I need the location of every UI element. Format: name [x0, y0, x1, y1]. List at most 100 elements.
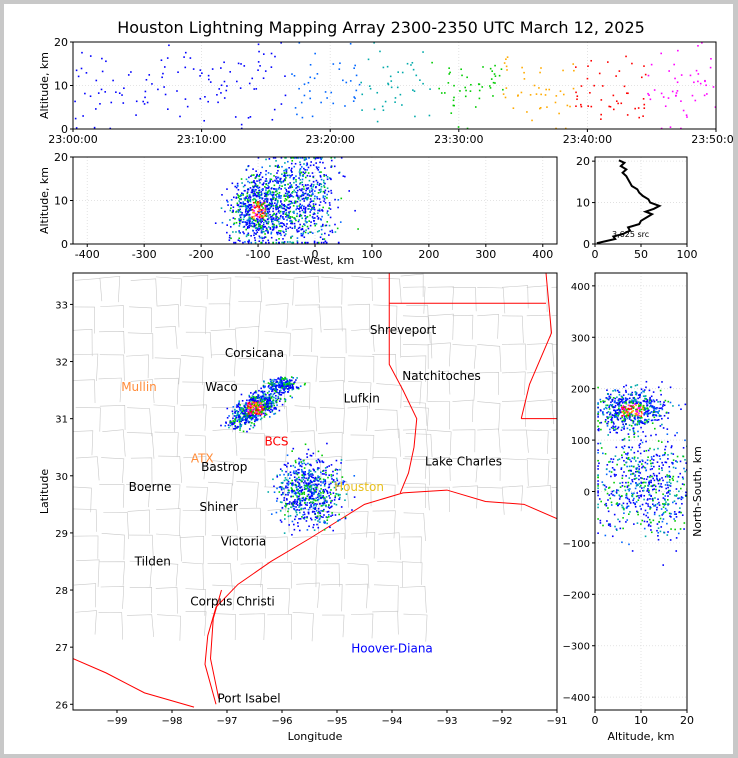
- source-point: [225, 422, 227, 424]
- source-point: [650, 462, 652, 465]
- map-frame: [72, 272, 558, 711]
- source-point: [253, 188, 255, 191]
- source-point: [309, 191, 311, 193]
- source-point: [636, 467, 639, 469]
- source-point: [274, 412, 277, 415]
- source-point: [612, 397, 615, 399]
- source-point: [324, 232, 326, 235]
- source-point: [662, 464, 664, 466]
- source-point: [330, 157, 333, 159]
- source-point: [243, 214, 245, 216]
- source-point: [270, 400, 273, 403]
- source-point: [316, 496, 319, 499]
- source-point: [301, 492, 304, 494]
- source-point: [267, 402, 269, 405]
- source-point: [626, 114, 629, 116]
- source-point: [639, 452, 642, 455]
- source-point: [283, 463, 286, 466]
- source-point: [599, 398, 602, 401]
- source-point: [221, 221, 224, 224]
- source-point: [641, 459, 644, 462]
- source-point: [658, 414, 661, 416]
- source-point: [607, 510, 610, 513]
- source-point: [630, 386, 633, 388]
- source-point: [643, 389, 646, 391]
- source-point: [312, 217, 315, 220]
- source-point: [662, 506, 665, 508]
- source-point: [262, 409, 264, 412]
- source-point: [267, 404, 270, 407]
- ns-tick-label: 200: [571, 385, 590, 396]
- source-point: [608, 408, 611, 410]
- source-point: [292, 505, 294, 507]
- source-point: [303, 473, 306, 475]
- source-point: [342, 483, 344, 486]
- source-point: [632, 420, 635, 423]
- source-point: [633, 497, 635, 500]
- source-point: [598, 72, 601, 75]
- source-point: [270, 408, 272, 411]
- source-point: [616, 489, 618, 491]
- source-point: [600, 118, 602, 120]
- hist-alt-tick-label: 0: [583, 238, 590, 251]
- source-point: [323, 181, 325, 184]
- source-point: [623, 451, 626, 454]
- source-point: [299, 501, 302, 504]
- source-point: [647, 505, 650, 507]
- source-point: [327, 214, 330, 216]
- source-point: [639, 490, 641, 493]
- source-point: [291, 482, 294, 484]
- map-ylabel: Latitude: [38, 469, 51, 515]
- source-point: [631, 394, 633, 396]
- source-point: [269, 216, 272, 218]
- source-point: [288, 207, 291, 210]
- source-point: [631, 414, 634, 416]
- ew-tick-label: -400: [75, 248, 100, 261]
- source-point: [252, 408, 255, 411]
- source-point: [597, 386, 599, 389]
- source-point: [261, 218, 264, 220]
- source-point: [100, 88, 103, 91]
- source-point: [319, 461, 321, 463]
- source-point: [276, 233, 279, 236]
- source-point: [637, 484, 639, 486]
- source-point: [251, 205, 253, 208]
- source-point: [308, 488, 310, 490]
- source-point: [268, 399, 270, 402]
- source-point: [321, 473, 324, 475]
- source-point: [297, 198, 300, 200]
- source-point: [248, 194, 251, 196]
- map-label: Houston: [334, 480, 384, 494]
- source-point: [684, 439, 686, 442]
- source-point: [285, 486, 287, 489]
- source-point: [628, 489, 631, 492]
- source-point: [313, 498, 315, 500]
- source-point: [307, 448, 310, 451]
- source-point: [256, 397, 259, 400]
- source-point: [667, 503, 669, 505]
- source-point: [645, 469, 647, 472]
- source-point: [245, 208, 247, 211]
- source-point: [268, 407, 271, 409]
- source-point: [313, 504, 315, 507]
- source-point: [237, 209, 240, 211]
- source-point: [241, 202, 243, 205]
- source-point: [610, 426, 613, 429]
- source-point: [287, 484, 290, 486]
- source-point: [623, 85, 626, 88]
- source-point: [614, 397, 617, 400]
- source-point: [257, 218, 259, 221]
- source-point: [277, 217, 280, 219]
- source-point: [298, 478, 301, 481]
- source-point: [298, 219, 300, 221]
- source-point: [318, 204, 321, 206]
- source-point: [95, 79, 98, 82]
- source-point: [326, 516, 329, 519]
- source-point: [238, 225, 241, 227]
- source-point: [315, 505, 317, 507]
- source-point: [288, 502, 290, 505]
- source-point: [256, 419, 259, 422]
- source-point: [308, 499, 310, 501]
- source-point: [246, 402, 249, 405]
- source-point: [668, 70, 670, 72]
